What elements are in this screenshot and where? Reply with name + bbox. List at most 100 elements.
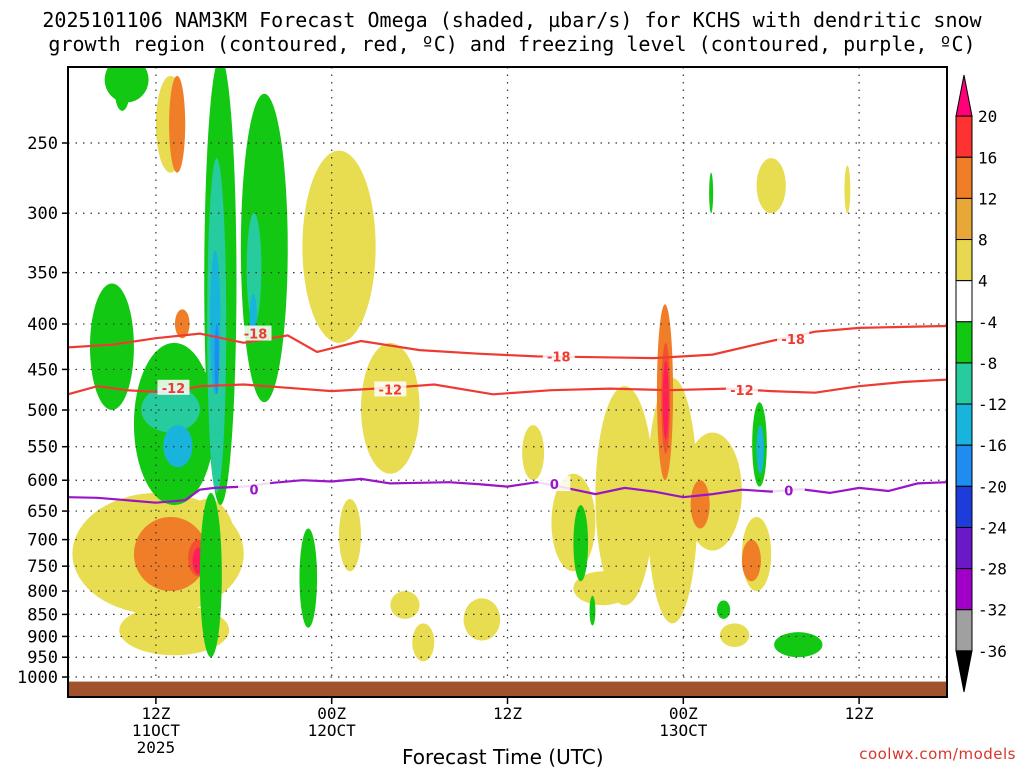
freezing-level-label-bg — [238, 481, 271, 497]
colorbar-segment — [955, 403, 973, 446]
contour-line-minus18 — [68, 324, 947, 360]
omega-region — [522, 425, 545, 481]
colorbar-segment — [955, 444, 973, 487]
plot-area: -18 -18 -18 -12 -12 -12 0 0 0 — [68, 67, 947, 697]
terrain-band — [68, 681, 947, 697]
freezing-level-label: 0 — [550, 478, 559, 493]
contour-label-minus18: -18 — [244, 328, 268, 343]
omega-region — [89, 283, 134, 410]
y-tick-label: 600 — [27, 471, 58, 491]
y-tick-label: 500 — [27, 401, 58, 421]
contour-label-minus12-bg — [725, 382, 758, 398]
contour-label-minus12-bg — [374, 381, 407, 397]
omega-region — [390, 591, 420, 619]
y-tick-label: 1000 — [17, 668, 58, 688]
colorbar-label: 12 — [978, 189, 997, 208]
omega-region — [709, 172, 714, 214]
omega-region — [339, 499, 362, 572]
omega-region — [163, 425, 193, 468]
y-tick-label: 850 — [27, 605, 58, 625]
omega-region — [716, 600, 731, 619]
omega-region — [741, 539, 761, 582]
freezing-level-label-bg — [772, 482, 805, 498]
colorbar-segment — [955, 568, 973, 611]
colorbar-label: -12 — [978, 395, 1007, 414]
x-tick-label: 00Z — [317, 704, 346, 723]
y-tick-label: 300 — [27, 204, 58, 224]
omega-region — [169, 75, 186, 173]
x-tick-date-label: 11OCT — [132, 721, 181, 740]
omega-region — [774, 632, 823, 658]
x-tick-label: 12Z — [845, 704, 874, 723]
colorbar-label: 4 — [978, 272, 988, 291]
y-tick-label: 800 — [27, 582, 58, 602]
colorbar-bottom-triangle — [955, 650, 973, 693]
colorbar-segment — [955, 321, 973, 364]
y-tick-label: 400 — [27, 315, 58, 335]
colorbar-segment — [955, 526, 973, 570]
omega-region — [199, 492, 222, 658]
contour-label-minus18: -18 — [547, 350, 571, 365]
omega-region — [662, 360, 669, 440]
omega-region — [756, 425, 764, 474]
credit-link[interactable]: coolwx.com/models — [859, 745, 1016, 763]
contour-label-minus18: -18 — [781, 333, 805, 348]
colorbar-label: -4 — [978, 313, 997, 332]
omega-region — [302, 150, 376, 343]
chart-title-line-1: 2025101106 NAM3KM Forecast Omega (shaded… — [42, 8, 982, 32]
omega-region — [595, 386, 654, 606]
omega-region — [719, 623, 750, 647]
colorbar-segment — [955, 239, 973, 282]
omega-region — [463, 598, 501, 641]
freezing-level-label: 0 — [784, 484, 793, 499]
omega-region — [299, 528, 318, 628]
x-tick-label: 12Z — [493, 704, 522, 723]
omega-region — [573, 571, 633, 606]
omega-region — [104, 67, 149, 103]
omega-region — [174, 309, 190, 339]
y-tick-label: 700 — [27, 531, 58, 551]
x-tick-date-label: 12OCT — [308, 721, 357, 740]
contour-label-minus18-bg — [542, 348, 575, 364]
chart-title-line-2: growth region (contoured, red, ºC) and f… — [48, 32, 976, 56]
colorbar-label: -28 — [978, 560, 1007, 579]
y-tick-label: 250 — [27, 134, 58, 154]
omega-region — [214, 324, 219, 395]
colorbar-label: -8 — [978, 354, 997, 373]
contour-label-minus12: -12 — [379, 383, 403, 398]
x-tick-date-label: 13OCT — [659, 721, 708, 740]
y-tick-label: 350 — [27, 264, 58, 284]
colorbar-label: -16 — [978, 436, 1007, 455]
contour-label-minus18-bg — [777, 331, 810, 347]
x-axis-title: Forecast Time (UTC) — [402, 745, 604, 769]
omega-region — [589, 595, 596, 626]
omega-region — [573, 505, 589, 582]
contour-label-minus12-bg — [157, 379, 190, 395]
freezing-level-label: 0 — [250, 484, 259, 499]
colorbar-segment — [955, 609, 973, 652]
omega-region — [844, 165, 851, 214]
colorbar-label: -24 — [978, 518, 1007, 537]
contour-label-minus12: -12 — [730, 384, 754, 399]
colorbar-top-triangle — [955, 74, 973, 117]
colorbar-label: 20 — [978, 107, 997, 126]
colorbar-segment — [955, 485, 973, 528]
colorbar-segment — [955, 280, 973, 323]
colorbar: 20 16 12 8 4 -4 -8 -12 -16 -20 -24 -28 -32 -36 — [955, 74, 1007, 693]
y-tick-label: 650 — [27, 502, 58, 522]
omega-region — [412, 623, 435, 662]
colorbar-label: 8 — [978, 231, 988, 250]
omega-region — [246, 213, 262, 325]
freezing-level-label-bg — [538, 476, 571, 492]
y-tick-label: 750 — [27, 557, 58, 577]
x-tick-label: 12Z — [141, 704, 170, 723]
colorbar-label: -36 — [978, 642, 1007, 661]
y-tick-label: 950 — [27, 648, 58, 668]
x-tick-year-label: 2025 — [137, 738, 176, 757]
colorbar-segment — [955, 197, 973, 241]
omega-region — [133, 516, 208, 592]
colorbar-label: -20 — [978, 477, 1007, 496]
y-tick-label: 900 — [27, 627, 58, 647]
colorbar-segment — [955, 156, 973, 199]
